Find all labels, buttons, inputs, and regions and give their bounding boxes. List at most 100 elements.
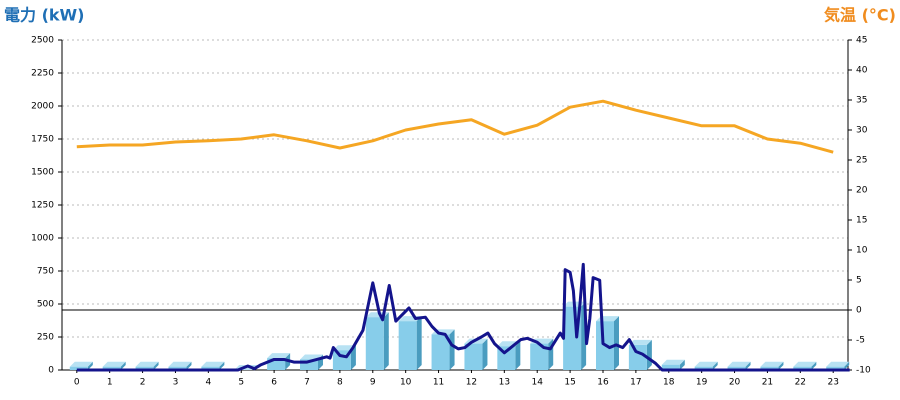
bar	[826, 366, 845, 370]
x-tick-label: 18	[663, 378, 675, 388]
bar-top	[760, 361, 784, 367]
bar-top	[826, 361, 850, 367]
bar-top	[727, 361, 751, 367]
bar-side	[186, 361, 192, 370]
y2-tick-label: 30	[856, 126, 868, 136]
x-tick-label: 2	[140, 378, 146, 388]
bar	[661, 364, 680, 370]
y-tick-label: 1250	[31, 201, 54, 211]
y-tick-label: 250	[37, 333, 54, 343]
y2-tick-label: -5	[856, 336, 865, 346]
bar-side	[646, 339, 652, 370]
bar	[431, 334, 450, 370]
bar-top	[267, 353, 291, 359]
bar-top	[332, 345, 356, 351]
y2-axis-title: 気温 (°C)	[824, 6, 896, 25]
x-tick-label: 8	[337, 378, 343, 388]
x-tick-label: 9	[370, 378, 376, 388]
bar-side	[120, 361, 126, 370]
bar-top	[694, 361, 718, 367]
bar-top	[168, 361, 192, 367]
x-tick-label: 21	[762, 378, 773, 388]
x-tick-label: 4	[205, 378, 211, 388]
bar-top	[201, 361, 225, 367]
bar	[135, 366, 154, 370]
y-tick-label: 1750	[31, 135, 54, 145]
y-tick-label: 1500	[31, 168, 54, 178]
bar-side	[416, 316, 422, 370]
y-tick-label: 2000	[31, 102, 54, 112]
y-tick-label: 500	[37, 300, 54, 310]
bar	[694, 366, 713, 370]
bar-side	[745, 361, 751, 370]
y-tick-label: 2500	[31, 36, 54, 46]
y2-tick-label: 40	[856, 66, 868, 76]
bar	[365, 317, 384, 370]
x-tick-label: 23	[827, 378, 838, 388]
bar	[69, 366, 88, 370]
x-tick-label: 19	[696, 378, 708, 388]
bar-side	[844, 361, 850, 370]
y-tick-label: 2250	[31, 69, 54, 79]
x-tick-label: 5	[238, 378, 244, 388]
x-tick-label: 13	[499, 378, 510, 388]
bar-top	[69, 361, 93, 367]
bar-top	[628, 339, 652, 345]
bar-top	[135, 361, 159, 367]
y2-tick-label: 10	[856, 246, 868, 256]
bar-side	[87, 361, 93, 370]
bar	[201, 366, 220, 370]
bar-side	[219, 361, 225, 370]
x-tick-label: 10	[400, 378, 412, 388]
y-tick-label: 750	[37, 267, 54, 277]
x-tick-label: 7	[304, 378, 310, 388]
x-tick-label: 15	[564, 378, 575, 388]
bar-side	[383, 312, 389, 370]
line	[76, 262, 850, 372]
bar-top	[793, 361, 817, 367]
bar-side	[482, 338, 488, 370]
x-tick-label: 17	[630, 378, 641, 388]
x-tick-label: 6	[271, 378, 277, 388]
bar-side	[515, 341, 521, 370]
x-tick-label: 3	[173, 378, 179, 388]
x-tick-label: 16	[597, 378, 609, 388]
bar-side	[153, 361, 159, 370]
bar-side	[679, 359, 685, 370]
bar	[793, 366, 812, 370]
y2-tick-label: 25	[856, 156, 867, 166]
bar	[464, 343, 483, 370]
y2-tick-label: 0	[856, 306, 862, 316]
bar-side	[778, 361, 784, 370]
bar-side	[811, 361, 817, 370]
y2-tick-label: -10	[856, 366, 871, 376]
bar	[300, 359, 319, 370]
x-tick-label: 12	[466, 378, 477, 388]
y2-tick-label: 35	[856, 96, 867, 106]
x-tick-label: 11	[433, 378, 444, 388]
bar-top	[102, 361, 126, 367]
y2-tick-label: 5	[856, 276, 862, 286]
y-tick-label: 0	[48, 366, 54, 376]
bar	[628, 344, 647, 370]
x-tick-label: 0	[74, 378, 80, 388]
x-tick-label: 1	[107, 378, 113, 388]
bar-side	[449, 329, 455, 370]
bar	[760, 366, 779, 370]
y2-tick-label: 15	[856, 216, 867, 226]
bar	[398, 321, 417, 370]
y-axis-title: 電力 (kW)	[4, 6, 85, 25]
y2-tick-label: 20	[856, 186, 868, 196]
bar-side	[712, 361, 718, 370]
bar	[168, 366, 187, 370]
x-tick-label: 14	[531, 378, 543, 388]
bar	[530, 343, 549, 370]
x-tick-label: 20	[729, 378, 741, 388]
bar-top	[661, 359, 685, 365]
bar	[267, 358, 286, 370]
y2-tick-label: 45	[856, 36, 867, 46]
bar-side	[613, 316, 619, 370]
y-tick-label: 1000	[31, 234, 54, 244]
bar	[102, 366, 121, 370]
